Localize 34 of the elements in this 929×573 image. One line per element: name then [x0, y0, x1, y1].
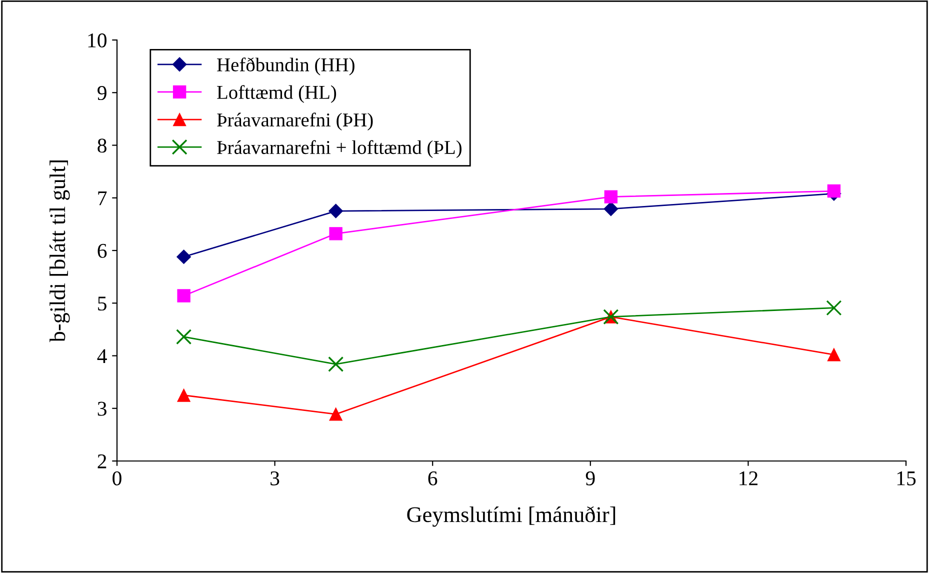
y-tick-label: 7: [98, 191, 107, 206]
point: [177, 388, 190, 402]
point: [827, 184, 841, 198]
point: [826, 300, 842, 316]
y-tick-label: 3: [98, 402, 106, 416]
y-tick-label: 2: [98, 454, 106, 468]
x-tick-label: 6: [428, 471, 438, 486]
x-tick-label: 15: [897, 471, 916, 486]
point: [328, 204, 344, 218]
point: [329, 227, 342, 240]
legend-label: Þráavarnarefni + lofttæmd (ÞL): [217, 140, 462, 158]
point: [176, 250, 192, 264]
x-axis-title: Geymslutími [mánuðir]: [407, 506, 616, 527]
legend-label: Lofttæmd (HL): [217, 85, 336, 103]
y-tick-label: 4: [97, 349, 107, 363]
y-tick-label: 6: [98, 244, 107, 258]
point: [329, 408, 342, 421]
y-axis-title: b-gildi [blátt til gult]: [50, 160, 70, 342]
y-tick-label: 5: [98, 296, 106, 311]
y-tick-label: 8: [98, 138, 106, 153]
legend-label: Þráavarnarefni (ÞH): [217, 112, 373, 130]
point: [328, 356, 344, 372]
x-tick-label: 9: [586, 471, 595, 486]
point: [177, 289, 190, 302]
point: [827, 348, 841, 362]
y-tick-label: 9: [98, 86, 106, 100]
x-tick-label: 0: [112, 471, 122, 486]
y-tick-label: 10: [88, 33, 106, 48]
point: [604, 190, 618, 204]
x-tick-label: 12: [740, 471, 758, 486]
x-tick-label: 3: [270, 471, 280, 486]
point: [604, 202, 618, 216]
legend-label: Hefðbundin (HH): [217, 58, 354, 76]
point: [176, 329, 192, 345]
